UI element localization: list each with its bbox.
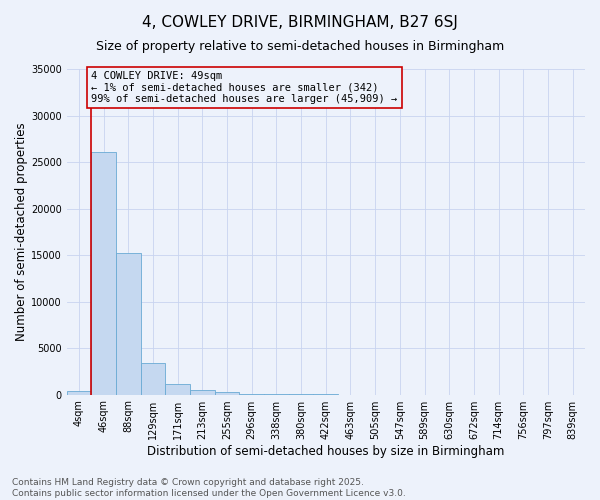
Bar [140, 363, 165, 394]
Bar [165, 384, 190, 394]
Bar [190, 390, 215, 394]
Bar [116, 253, 140, 394]
Text: 4 COWLEY DRIVE: 49sqm
← 1% of semi-detached houses are smaller (342)
99% of semi: 4 COWLEY DRIVE: 49sqm ← 1% of semi-detac… [91, 71, 397, 104]
Bar [91, 152, 116, 394]
Bar [67, 391, 91, 394]
X-axis label: Distribution of semi-detached houses by size in Birmingham: Distribution of semi-detached houses by … [147, 444, 505, 458]
Text: Size of property relative to semi-detached houses in Birmingham: Size of property relative to semi-detach… [96, 40, 504, 53]
Text: Contains HM Land Registry data © Crown copyright and database right 2025.
Contai: Contains HM Land Registry data © Crown c… [12, 478, 406, 498]
Y-axis label: Number of semi-detached properties: Number of semi-detached properties [15, 122, 28, 341]
Bar [215, 392, 239, 394]
Text: 4, COWLEY DRIVE, BIRMINGHAM, B27 6SJ: 4, COWLEY DRIVE, BIRMINGHAM, B27 6SJ [142, 15, 458, 30]
